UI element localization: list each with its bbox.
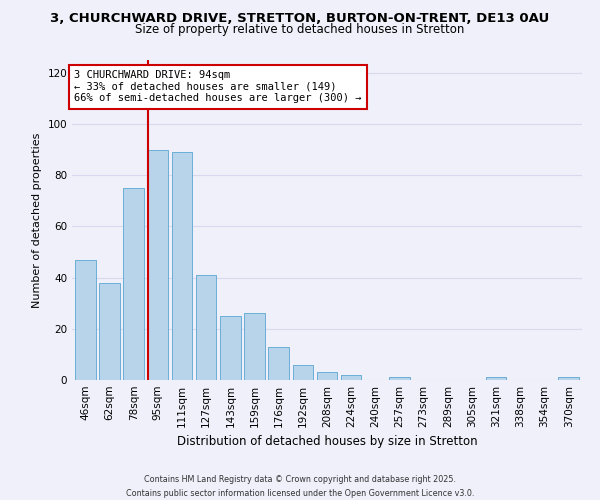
Text: Contains HM Land Registry data © Crown copyright and database right 2025.
Contai: Contains HM Land Registry data © Crown c… xyxy=(126,476,474,498)
Text: 3 CHURCHWARD DRIVE: 94sqm
← 33% of detached houses are smaller (149)
66% of semi: 3 CHURCHWARD DRIVE: 94sqm ← 33% of detac… xyxy=(74,70,362,103)
Bar xyxy=(172,152,192,380)
Bar xyxy=(124,188,144,380)
Bar xyxy=(268,346,289,380)
Bar xyxy=(486,378,506,380)
Text: Size of property relative to detached houses in Stretton: Size of property relative to detached ho… xyxy=(136,22,464,36)
Bar xyxy=(293,364,313,380)
Bar xyxy=(148,150,168,380)
Bar xyxy=(75,260,95,380)
X-axis label: Distribution of detached houses by size in Stretton: Distribution of detached houses by size … xyxy=(176,436,478,448)
Bar xyxy=(389,378,410,380)
Y-axis label: Number of detached properties: Number of detached properties xyxy=(32,132,42,308)
Bar xyxy=(99,282,120,380)
Bar xyxy=(559,378,579,380)
Text: 3, CHURCHWARD DRIVE, STRETTON, BURTON-ON-TRENT, DE13 0AU: 3, CHURCHWARD DRIVE, STRETTON, BURTON-ON… xyxy=(50,12,550,26)
Bar xyxy=(220,316,241,380)
Bar xyxy=(196,275,217,380)
Bar xyxy=(317,372,337,380)
Bar xyxy=(341,375,361,380)
Bar xyxy=(244,314,265,380)
